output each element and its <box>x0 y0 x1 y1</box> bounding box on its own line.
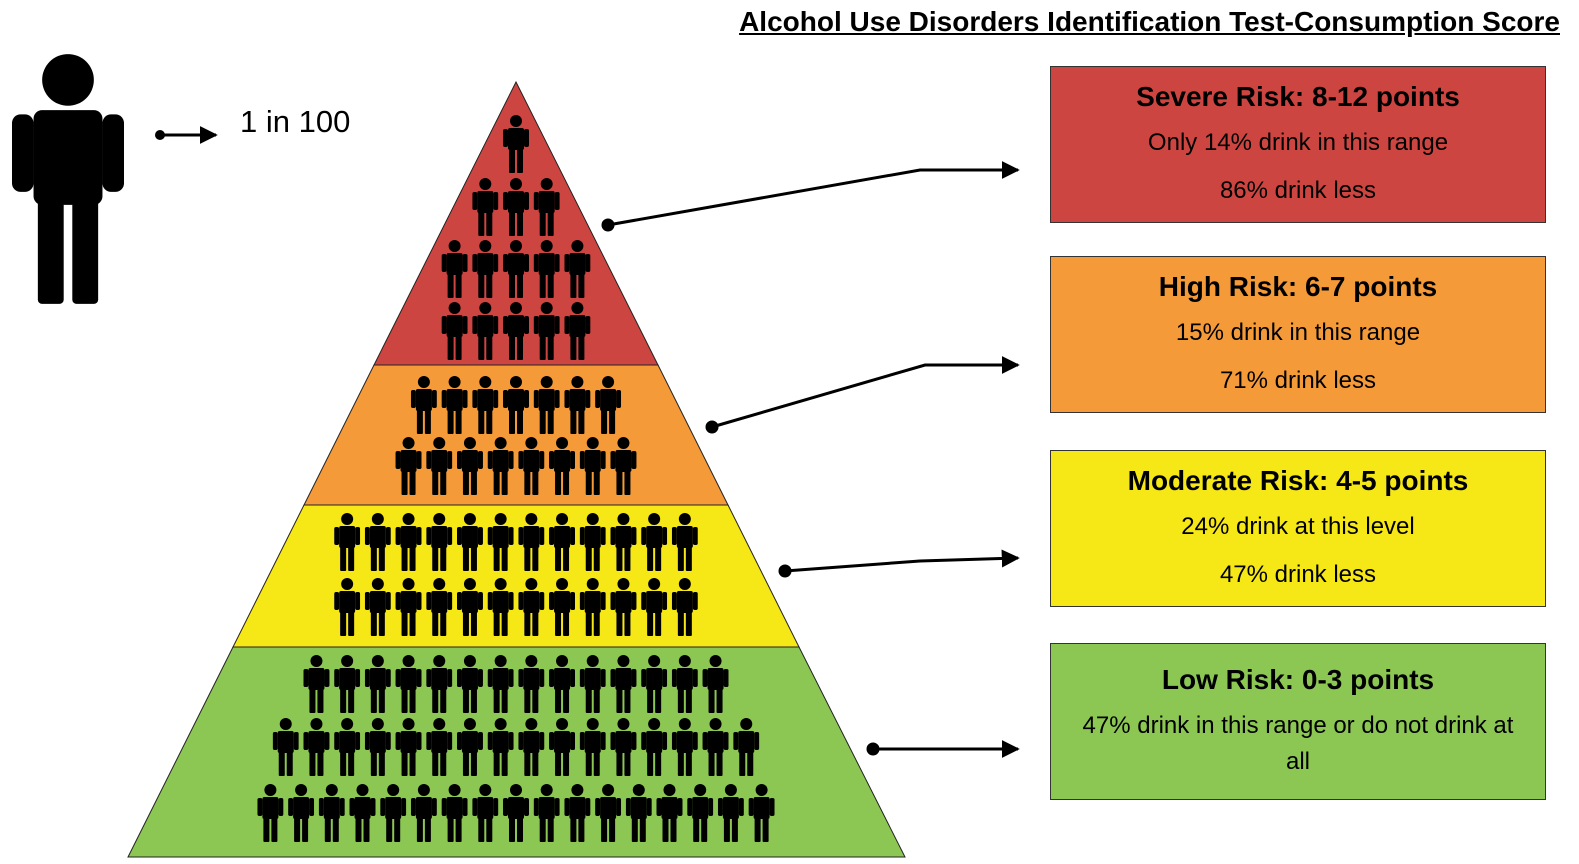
risk-title: Moderate Risk: 4-5 points <box>1128 465 1469 497</box>
risk-box: Moderate Risk: 4-5 points 24% drink at th… <box>1050 450 1546 607</box>
risk-box: High Risk: 6-7 points 15% drink in this r… <box>1050 256 1546 413</box>
risk-line: 24% drink at this level <box>1161 509 1434 545</box>
legend-arrow <box>155 130 216 140</box>
risk-line: 15% drink in this range <box>1156 315 1440 351</box>
risk-title: Low Risk: 0-3 points <box>1162 664 1434 696</box>
risk-title: Severe Risk: 8-12 points <box>1136 81 1460 113</box>
legend-icon <box>12 54 124 304</box>
title: Alcohol Use Disorders Identification Tes… <box>575 6 1560 38</box>
risk-line: 47% drink less <box>1200 557 1396 593</box>
risk-line: 86% drink less <box>1200 173 1396 209</box>
page: {"title": "Alcohol Use Disorders Identif… <box>0 0 1579 864</box>
risk-title: High Risk: 6-7 points <box>1159 271 1437 303</box>
risk-line: 71% drink less <box>1200 363 1396 399</box>
legend-label: 1 in 100 <box>240 104 350 140</box>
tier-moderate <box>233 505 799 647</box>
risk-box: Low Risk: 0-3 points 47% drink in this ra… <box>1050 643 1546 800</box>
risk-box: Severe Risk: 8-12 points Only 14% drink i… <box>1050 66 1546 223</box>
risk-line: 47% drink in this range or do not drink … <box>1051 708 1545 780</box>
tier-low <box>128 647 905 857</box>
risk-line: Only 14% drink in this range <box>1128 125 1468 161</box>
